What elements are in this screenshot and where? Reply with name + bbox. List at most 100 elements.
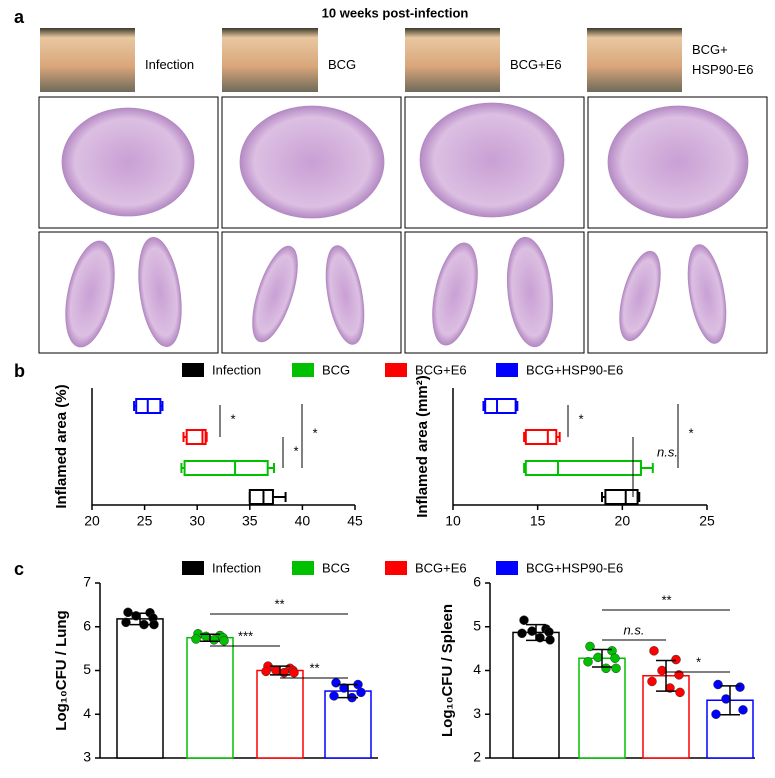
data-point: [611, 663, 621, 674]
box: [185, 429, 207, 445]
legend-swatch: [182, 363, 204, 377]
legend-swatch: [496, 363, 518, 377]
y-tick-label: 5: [83, 661, 91, 677]
significance-label: *: [293, 443, 299, 458]
significance-label: n.s.: [624, 622, 645, 637]
panel-label: c: [14, 559, 24, 579]
y-axis-label: Log₁₀CFU / Lung: [53, 610, 70, 730]
y-tick-label: 6: [473, 574, 481, 590]
bar: [324, 690, 372, 759]
data-point: [209, 635, 219, 645]
x-tick-label: 40: [295, 513, 311, 529]
organ-photos: [40, 28, 682, 92]
legend-label: BCG+E6: [415, 362, 467, 377]
data-point: [331, 678, 341, 688]
data-point: [219, 636, 229, 646]
data-point: [593, 652, 603, 663]
y-tick-label: 7: [83, 574, 91, 590]
significance-label: n.s.: [657, 444, 678, 459]
panel-label: a: [14, 7, 25, 27]
legend-swatch: [182, 561, 204, 575]
data-point: [647, 676, 657, 687]
group-label: Infection: [145, 57, 195, 72]
data-point: [713, 679, 723, 690]
data-point: [675, 687, 685, 698]
x-tick-label: 45: [347, 513, 363, 529]
significance-label: **: [274, 596, 285, 611]
bar: [256, 669, 304, 759]
y-tick-label: 4: [473, 661, 481, 677]
data-point: [201, 631, 211, 642]
tissue-sections: [61, 102, 749, 348]
data-point: [149, 619, 159, 630]
data-point: [674, 670, 684, 680]
data-point: [610, 653, 620, 663]
x-tick-label: 20: [615, 513, 631, 529]
data-point: [544, 627, 554, 637]
box: [604, 489, 639, 505]
significance-label: **: [309, 660, 320, 675]
y-tick-label: 2: [473, 749, 481, 765]
significance-label: *: [578, 411, 584, 426]
data-point: [601, 663, 611, 674]
significance-label: *: [312, 425, 318, 440]
data-point: [527, 626, 537, 636]
legend-swatch: [292, 561, 314, 575]
legend-swatch: [385, 561, 407, 575]
figure-title: 10 weeks post-infection: [322, 5, 469, 20]
data-point: [583, 657, 593, 667]
y-axis-label: Log₁₀CFU / Spleen: [439, 604, 456, 737]
data-point: [191, 634, 201, 644]
x-tick-label: 10: [445, 513, 461, 529]
data-point: [356, 687, 366, 698]
data-point: [279, 667, 289, 678]
data-point: [671, 654, 681, 665]
data-point: [329, 691, 339, 701]
legend-label: Infection: [212, 560, 261, 575]
legend-label: BCG: [322, 560, 350, 575]
bar: [116, 618, 164, 759]
x-tick-label: 35: [242, 513, 258, 529]
data-point: [649, 646, 659, 656]
x-tick-label: 15: [530, 513, 546, 529]
data-point: [289, 667, 299, 678]
box: [248, 489, 274, 505]
panel-label: b: [14, 361, 25, 381]
y-axis-label: Inflamed area (mm²): [414, 375, 431, 518]
y-axis-label: Inflamed area (%): [53, 384, 70, 508]
significance-label: ***: [237, 628, 253, 643]
group-label: BCG+E6: [510, 57, 562, 72]
data-point: [261, 666, 271, 677]
legend-label: BCG+HSP90-E6: [526, 560, 623, 575]
box: [183, 460, 269, 476]
bar: [512, 631, 560, 759]
y-tick-label: 3: [473, 705, 481, 721]
x-tick-label: 20: [84, 513, 100, 529]
group-label: BCG+ HSP90-E6: [692, 42, 754, 77]
legend-label: BCG+E6: [415, 560, 467, 575]
x-tick-label: 25: [699, 513, 715, 529]
data-point: [735, 682, 745, 692]
data-point: [271, 665, 281, 676]
legend-label: BCG+HSP90-E6: [526, 362, 623, 377]
data-point: [711, 709, 721, 719]
legend-swatch: [385, 363, 407, 377]
box: [524, 429, 558, 445]
y-tick-label: 4: [83, 705, 91, 721]
data-point: [121, 617, 131, 628]
box: [484, 398, 517, 414]
legend-label: BCG: [322, 362, 350, 377]
data-point: [123, 607, 133, 618]
data-point: [545, 635, 555, 645]
significance-label: *: [695, 654, 701, 669]
bar: [578, 657, 626, 759]
significance-label: *: [230, 411, 236, 426]
legend-label: Infection: [212, 362, 261, 377]
data-point: [519, 615, 529, 625]
data-point: [585, 641, 595, 652]
data-point: [721, 694, 731, 704]
y-tick-label: 6: [83, 617, 91, 633]
y-tick-label: 5: [473, 617, 481, 633]
